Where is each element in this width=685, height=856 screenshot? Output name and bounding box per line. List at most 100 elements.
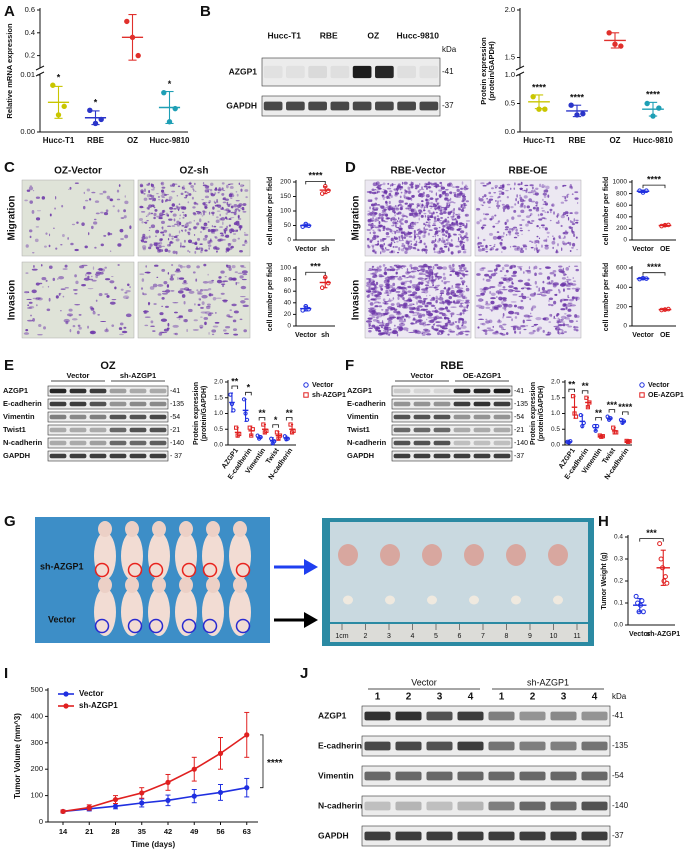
cell-stain bbox=[544, 184, 546, 188]
significance: ** bbox=[258, 408, 266, 418]
cell-stain bbox=[451, 222, 456, 226]
cell-stain bbox=[565, 306, 568, 310]
cell-stain bbox=[383, 313, 388, 316]
cell-stain bbox=[154, 208, 158, 212]
cell-stain bbox=[555, 249, 558, 254]
cell-stain bbox=[546, 231, 550, 234]
cell-stain bbox=[60, 288, 66, 290]
cell-stain bbox=[404, 233, 406, 236]
cell-stain bbox=[91, 279, 97, 282]
cell-stain bbox=[502, 246, 507, 250]
cell-stain bbox=[64, 264, 68, 268]
cell-stain bbox=[575, 219, 579, 221]
cell-stain bbox=[215, 297, 222, 299]
cell-stain bbox=[124, 291, 128, 294]
cell-stain bbox=[398, 240, 403, 242]
cell-stain bbox=[399, 219, 402, 224]
cell-stain bbox=[213, 225, 217, 228]
cell-stain bbox=[482, 322, 486, 326]
cell-stain bbox=[143, 310, 147, 314]
cell-stain bbox=[146, 220, 149, 222]
cell-stain bbox=[531, 305, 537, 309]
cell-stain bbox=[435, 295, 438, 299]
cell-stain bbox=[194, 303, 196, 306]
cell-stain bbox=[369, 240, 373, 244]
data-point bbox=[139, 800, 145, 806]
cell-stain bbox=[180, 192, 184, 196]
blot-band bbox=[550, 771, 577, 781]
cell-stain bbox=[70, 242, 74, 246]
cell-stain bbox=[394, 245, 399, 249]
bracket bbox=[272, 424, 279, 428]
cell-stain bbox=[501, 326, 504, 331]
cell-stain bbox=[74, 182, 79, 184]
cell-stain bbox=[171, 190, 176, 193]
cell-stain bbox=[552, 235, 554, 238]
cell-stain bbox=[462, 309, 467, 313]
cell-stain bbox=[531, 241, 534, 243]
protein-label: Vimentin bbox=[318, 770, 354, 780]
cell-stain bbox=[545, 185, 550, 190]
blot-band bbox=[109, 453, 127, 459]
cell-stain bbox=[240, 266, 247, 268]
cell-stain bbox=[405, 239, 409, 243]
cell-stain bbox=[125, 290, 131, 293]
cell-stain bbox=[85, 273, 87, 277]
cell-stain bbox=[239, 318, 243, 321]
cell-stain bbox=[150, 224, 156, 229]
cell-stain bbox=[461, 296, 466, 299]
cell-stain bbox=[420, 200, 424, 203]
legend-marker bbox=[303, 382, 309, 388]
cell-stain bbox=[197, 292, 203, 295]
cell-stain bbox=[117, 264, 120, 266]
cell-stain bbox=[366, 294, 370, 298]
cell-stain bbox=[228, 267, 232, 271]
cell-stain bbox=[390, 237, 394, 242]
data-point bbox=[161, 89, 167, 96]
cell-stain bbox=[559, 321, 565, 323]
cell-stain bbox=[443, 287, 447, 290]
cell-stain bbox=[367, 269, 373, 271]
cell-stain bbox=[440, 293, 443, 297]
cell-stain bbox=[503, 304, 508, 308]
y-tick-label: 0 bbox=[287, 323, 291, 330]
cell-stain bbox=[409, 223, 411, 227]
cell-stain bbox=[536, 224, 539, 228]
cell-stain bbox=[202, 237, 208, 241]
cell-stain bbox=[422, 234, 426, 239]
x-tick-label: sh bbox=[321, 246, 329, 253]
cell-stain bbox=[422, 191, 425, 195]
cell-stain bbox=[442, 224, 446, 228]
cell-stain bbox=[199, 243, 203, 245]
blot-band bbox=[433, 427, 451, 433]
blot-band bbox=[49, 453, 67, 459]
cell-stain bbox=[209, 239, 212, 243]
cell-stain bbox=[168, 218, 173, 221]
y-axis-label: Protein expression bbox=[193, 382, 200, 445]
cell-stain bbox=[226, 225, 228, 229]
cell-stain bbox=[444, 206, 448, 211]
cell-stain bbox=[380, 288, 384, 291]
blot-band bbox=[493, 440, 511, 446]
cell-stain bbox=[433, 247, 436, 251]
cell-stain bbox=[229, 247, 233, 250]
y-tick-label: 0.5 bbox=[505, 98, 515, 107]
cell-stain bbox=[370, 199, 373, 202]
cell-stain bbox=[421, 332, 423, 335]
cell-stain bbox=[160, 238, 163, 241]
cell-stain bbox=[180, 242, 182, 246]
cell-stain bbox=[226, 211, 229, 214]
cell-stain bbox=[458, 192, 463, 195]
cell-stain bbox=[495, 267, 498, 271]
cell-stain bbox=[164, 248, 169, 253]
cell-stain bbox=[401, 216, 404, 218]
cell-stain bbox=[570, 186, 573, 190]
cell-stain bbox=[415, 184, 420, 188]
protein-label: AZGP1 bbox=[318, 710, 347, 720]
cell-stain bbox=[157, 284, 164, 287]
cell-stain bbox=[414, 295, 418, 299]
kda-marker: -41 bbox=[514, 388, 524, 395]
cell-stain bbox=[438, 189, 443, 192]
cell-stain bbox=[453, 302, 457, 305]
cell-stain bbox=[478, 248, 483, 252]
